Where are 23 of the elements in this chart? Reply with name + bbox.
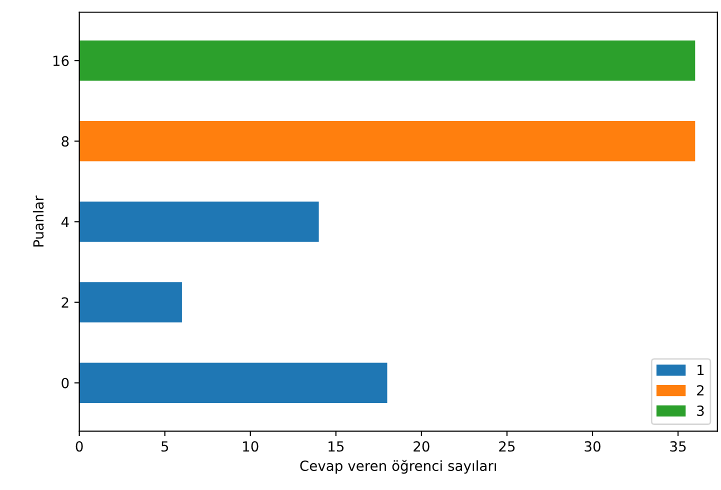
x-tick-label: 30 [584,441,600,452]
y-tick-label: 8 [62,136,69,147]
x-tick-label: 5 [162,441,168,452]
legend-label: 3 [697,406,704,416]
x-tick-label: 25 [499,441,515,452]
y-axis-title: Puanlar [32,196,44,247]
x-tick-label: 35 [670,441,686,452]
bar [79,202,319,242]
x-tick-label: 10 [243,441,258,452]
legend-label: 2 [697,385,704,396]
y-tick-label: 2 [62,297,68,308]
y-tick-label: 4 [61,216,69,227]
bar [79,40,696,81]
x-axis-title: Cevap veren öğrenci sayıları [300,460,496,474]
bar [79,121,696,162]
bar [79,362,388,403]
x-tick-label: 0 [76,441,83,452]
y-tick-label: 0 [62,378,69,388]
x-tick-label: 20 [414,441,430,452]
legend-label: 1 [698,364,704,376]
x-tick-label: 15 [328,441,344,452]
bar [79,282,182,322]
y-tick-label: 16 [53,56,69,66]
